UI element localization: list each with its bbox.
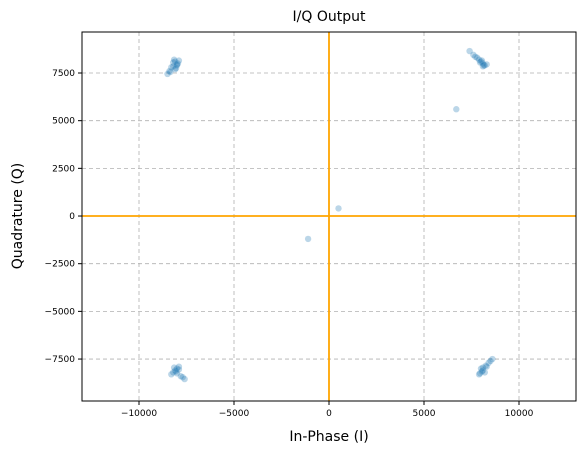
point xyxy=(470,51,477,59)
point xyxy=(479,364,487,371)
point xyxy=(171,367,179,374)
point xyxy=(181,375,188,383)
point xyxy=(485,359,492,367)
point xyxy=(174,60,182,67)
x-axis-label: In-Phase (I) xyxy=(289,429,368,445)
point xyxy=(481,369,488,376)
point xyxy=(477,365,485,372)
y-tick-label: 2500 xyxy=(52,164,75,174)
point xyxy=(476,59,484,66)
point xyxy=(487,357,494,365)
point xyxy=(466,47,473,55)
point xyxy=(480,62,488,69)
point xyxy=(477,58,485,65)
point xyxy=(482,362,489,369)
point xyxy=(173,62,181,69)
point xyxy=(475,56,483,63)
point xyxy=(172,368,180,375)
point xyxy=(481,62,488,69)
point xyxy=(304,235,312,243)
point xyxy=(173,365,181,372)
point xyxy=(179,373,186,381)
chart-title: I/Q Output xyxy=(293,9,366,25)
point xyxy=(164,70,171,78)
point xyxy=(479,60,487,67)
x-tick-label: −5000 xyxy=(219,409,250,419)
plot-frame xyxy=(81,31,577,402)
point xyxy=(475,371,483,378)
point xyxy=(479,367,487,374)
point xyxy=(453,106,460,113)
point xyxy=(478,57,486,64)
x-tick-label: 10000 xyxy=(505,409,534,419)
point xyxy=(171,58,179,65)
point xyxy=(170,364,178,371)
point xyxy=(175,363,183,370)
point xyxy=(167,68,174,76)
point xyxy=(168,371,175,378)
point xyxy=(472,53,479,60)
point xyxy=(489,355,496,363)
point xyxy=(474,54,481,61)
point xyxy=(170,56,178,63)
y-tick-label: 5000 xyxy=(52,117,75,127)
point xyxy=(173,61,181,68)
point xyxy=(177,373,184,380)
point xyxy=(166,67,173,75)
y-tick-label: −5000 xyxy=(45,307,76,317)
point xyxy=(479,63,487,70)
x-tick-label: 0 xyxy=(326,409,332,419)
point xyxy=(478,368,486,375)
point xyxy=(483,363,490,370)
point xyxy=(335,205,342,212)
point xyxy=(170,369,177,376)
point xyxy=(476,370,484,377)
point xyxy=(171,65,179,73)
y-tick-label: 7500 xyxy=(52,69,75,79)
x-tick-label: 5000 xyxy=(413,409,436,419)
x-tick-label: −10000 xyxy=(121,409,157,419)
y-tick-label: −7500 xyxy=(45,355,76,365)
point xyxy=(168,64,175,71)
y-axis-label: Quadrature (Q) xyxy=(10,163,26,270)
point xyxy=(175,57,183,64)
y-tick-label: 0 xyxy=(69,212,75,222)
point xyxy=(170,63,177,70)
y-tick-label: −2500 xyxy=(45,260,76,270)
point xyxy=(175,366,183,373)
point xyxy=(483,61,490,68)
point xyxy=(170,59,177,66)
point xyxy=(172,65,180,72)
point xyxy=(173,370,181,377)
